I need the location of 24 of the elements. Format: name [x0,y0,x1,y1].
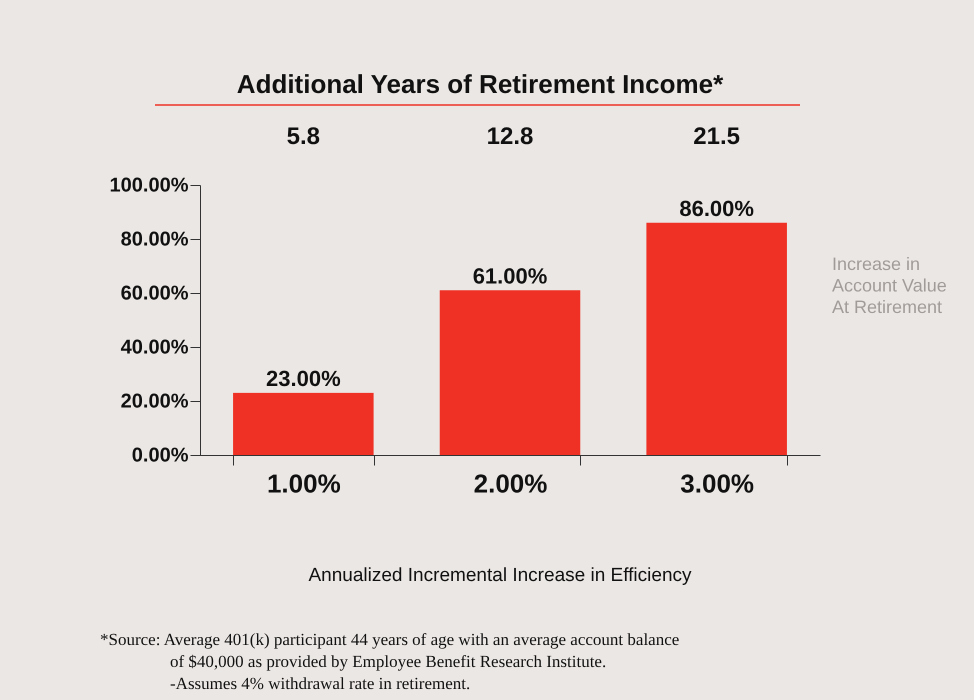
text: -Assumes 4% withdrawal rate in retirement. [170,674,470,693]
data-label: 61.00% [472,263,548,288]
y-tick-label: 60.00% [120,282,189,304]
text: 5.8 [286,123,320,150]
text: *Source: Average 401(k) participant 44 years of age with an average account balance [100,630,680,649]
bar [646,222,787,455]
y-tick-label: 100.00% [110,174,189,196]
y-tick-label: 80.00% [120,228,189,250]
data-label: 86.00% [679,196,754,221]
x-tick-label: 1.00% [266,468,341,498]
y-tick-label: 20.00% [120,390,189,412]
y-axis-title: Increase in Account Value At Retirement [832,254,947,318]
text: 21.5 [693,123,740,150]
x-axis-title: Annualized Incremental Increase in Efficiency [308,565,692,586]
x-tick-label: 3.00% [680,468,754,498]
bar [233,392,374,455]
data-label: 23.00% [266,366,341,391]
y-tick-label: 40.00% [120,336,189,358]
x-tick-label: 2.00% [474,468,548,498]
bar [440,290,580,455]
y-tick-label: 0.00% [132,444,189,466]
chart-title: Additional Years of Retirement Income* [236,69,724,99]
text: of $40,000 as provided by Employee Benefit Research Institute. [170,652,606,671]
text: 12.8 [486,123,534,150]
